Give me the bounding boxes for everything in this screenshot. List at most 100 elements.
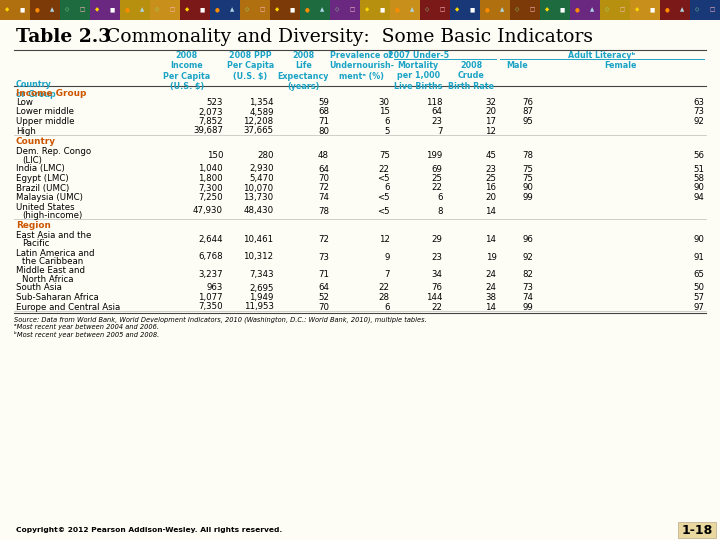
Text: United States: United States	[16, 202, 75, 212]
Text: <5: <5	[377, 206, 390, 215]
Text: ■: ■	[20, 8, 25, 12]
Bar	[300, 0, 330, 20]
Text: 3,237: 3,237	[199, 270, 223, 279]
Text: 90: 90	[693, 184, 704, 192]
Text: (high-income): (high-income)	[22, 211, 82, 220]
Text: ●: ●	[485, 8, 490, 12]
Text: ●: ●	[125, 8, 130, 12]
Text: 78: 78	[522, 151, 533, 160]
Text: ■: ■	[200, 8, 205, 12]
Bar	[390, 0, 420, 20]
Text: 280: 280	[257, 151, 274, 160]
Text: ◆: ◆	[95, 8, 99, 12]
Text: 14: 14	[485, 302, 496, 312]
Bar	[420, 0, 450, 20]
Text: 118: 118	[426, 98, 442, 107]
Text: 75: 75	[379, 151, 390, 160]
Text: (LIC): (LIC)	[22, 156, 42, 165]
Bar	[330, 0, 360, 20]
Text: 69: 69	[431, 165, 442, 173]
Text: East Asia and the: East Asia and the	[16, 231, 91, 240]
Text: ᵃMost recent year between 2004 and 2006.: ᵃMost recent year between 2004 and 2006.	[14, 323, 159, 329]
Text: 75: 75	[522, 165, 533, 173]
Bar	[120, 0, 150, 20]
Bar	[0, 0, 30, 20]
Text: 65: 65	[693, 270, 704, 279]
Text: 7,300: 7,300	[199, 184, 223, 192]
Text: 76: 76	[431, 284, 442, 293]
Text: 25: 25	[485, 174, 496, 183]
Text: 75: 75	[522, 174, 533, 183]
Text: ◇: ◇	[426, 8, 430, 12]
Text: ◆: ◆	[365, 8, 369, 12]
Text: ▲: ▲	[140, 8, 145, 12]
Text: 199: 199	[426, 151, 442, 160]
Text: ◇: ◇	[606, 8, 610, 12]
Text: 6: 6	[437, 193, 442, 202]
Text: 23: 23	[431, 253, 442, 261]
Text: ◇: ◇	[246, 8, 250, 12]
Text: □: □	[620, 8, 625, 12]
Text: 7: 7	[384, 270, 390, 279]
Bar	[60, 0, 90, 20]
Text: ◆: ◆	[455, 8, 459, 12]
Text: 963: 963	[207, 284, 223, 293]
Text: 1-18: 1-18	[681, 523, 713, 537]
Text: 99: 99	[522, 302, 533, 312]
Text: ◇: ◇	[336, 8, 340, 12]
Text: ●: ●	[575, 8, 580, 12]
Text: 78: 78	[318, 206, 329, 215]
Text: 25: 25	[431, 174, 442, 183]
Text: 2,695: 2,695	[249, 284, 274, 293]
Text: 17: 17	[485, 117, 496, 126]
Text: Low: Low	[16, 98, 33, 107]
Text: 150: 150	[207, 151, 223, 160]
Text: 8: 8	[437, 206, 442, 215]
Text: 7,343: 7,343	[249, 270, 274, 279]
Text: 73: 73	[318, 253, 329, 261]
Text: 2,644: 2,644	[199, 235, 223, 244]
Text: 30: 30	[379, 98, 390, 107]
Text: ▲: ▲	[590, 8, 595, 12]
Text: North Africa: North Africa	[22, 274, 73, 284]
Text: 48: 48	[318, 151, 329, 160]
Text: 22: 22	[431, 302, 442, 312]
Text: 72: 72	[318, 184, 329, 192]
Bar	[678, 522, 716, 538]
Text: Dem. Rep. Congo: Dem. Rep. Congo	[16, 147, 91, 156]
Text: South Asia: South Asia	[16, 284, 62, 293]
Text: 12: 12	[379, 235, 390, 244]
Text: 24: 24	[485, 270, 496, 279]
Text: ■: ■	[560, 8, 565, 12]
Text: Country: Country	[16, 138, 56, 146]
Bar	[480, 0, 510, 20]
Text: 11,953: 11,953	[243, 302, 274, 312]
Text: 14: 14	[485, 206, 496, 215]
Text: 9: 9	[384, 253, 390, 261]
Text: ◇: ◇	[696, 8, 700, 12]
Text: 10,070: 10,070	[243, 184, 274, 192]
Text: 70: 70	[318, 174, 329, 183]
Text: 64: 64	[318, 284, 329, 293]
Text: □: □	[260, 8, 265, 12]
Text: 2008
Life
Expectancy
(years): 2008 Life Expectancy (years)	[277, 51, 329, 91]
Text: 2008
Crude
Birth Rate: 2008 Crude Birth Rate	[449, 61, 495, 91]
Text: 24: 24	[485, 284, 496, 293]
Bar	[210, 0, 240, 20]
Bar	[450, 0, 480, 20]
Text: ●: ●	[35, 8, 40, 12]
Text: 29: 29	[431, 235, 442, 244]
Text: □: □	[170, 8, 175, 12]
Text: Prevalence of
Undernourish-
mentᵃ (%): Prevalence of Undernourish- mentᵃ (%)	[329, 51, 394, 81]
Text: ●: ●	[215, 8, 220, 12]
Text: ᵇMost recent year between 2005 and 2008.: ᵇMost recent year between 2005 and 2008.	[14, 330, 159, 338]
Text: 15: 15	[379, 107, 390, 117]
Text: Brazil (UMC): Brazil (UMC)	[16, 184, 69, 192]
Text: 48,430: 48,430	[243, 206, 274, 215]
Bar	[510, 0, 540, 20]
Text: ▲: ▲	[500, 8, 505, 12]
Text: 64: 64	[431, 107, 442, 117]
Text: 1,354: 1,354	[249, 98, 274, 107]
Text: 70: 70	[318, 302, 329, 312]
Text: 97: 97	[693, 302, 704, 312]
